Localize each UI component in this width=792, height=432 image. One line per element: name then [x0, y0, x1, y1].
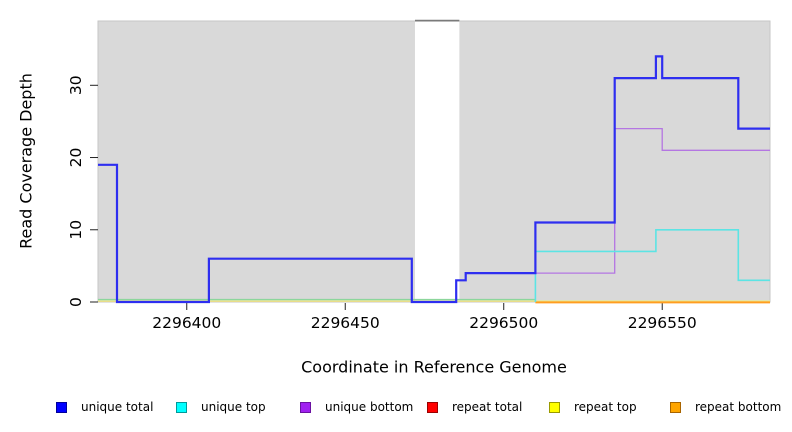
x-tick-label: 2296400	[152, 314, 221, 332]
legend-label-unique-bottom: unique bottom	[325, 400, 414, 414]
legend-item-repeat-bottom: repeat bottom	[670, 398, 781, 416]
legend-item-repeat-total: repeat total	[427, 398, 522, 416]
legend-item-repeat-top: repeat top	[549, 398, 637, 416]
x-axis-title: Coordinate in Reference Genome	[301, 357, 567, 377]
legend: unique total unique top unique bottom re…	[0, 398, 792, 418]
series-line-unique-total	[98, 55, 770, 304]
legend-swatch-unique-total	[56, 401, 67, 413]
x-tick-label: 2296500	[469, 314, 538, 332]
legend-item-unique-top: unique top	[176, 398, 266, 416]
legend-label-repeat-total: repeat total	[452, 400, 523, 414]
legend-swatch-unique-bottom	[300, 401, 311, 413]
legend-label-repeat-bottom: repeat bottom	[695, 400, 782, 414]
y-tick-label: 20	[67, 148, 85, 168]
legend-label-repeat-top: repeat top	[574, 400, 637, 414]
legend-swatch-repeat-top	[549, 401, 560, 413]
legend-label-unique-total: unique total	[81, 400, 154, 414]
legend-swatch-unique-top	[176, 401, 187, 413]
x-tick-label: 2296550	[628, 314, 697, 332]
y-tick-label: 30	[67, 75, 85, 95]
legend-item-unique-total: unique total	[56, 398, 153, 416]
masked-region	[414, 20, 460, 303]
legend-swatch-repeat-total	[427, 401, 438, 413]
legend-label-unique-top: unique top	[201, 400, 266, 414]
legend-item-unique-bottom: unique bottom	[300, 398, 413, 416]
y-axis-title: Read Coverage Depth	[16, 73, 36, 249]
series-line-unique-bottom	[535, 127, 770, 274]
y-tick-label: 0	[67, 297, 85, 307]
y-tick-label: 10	[67, 220, 85, 240]
legend-swatch-repeat-bottom	[670, 401, 681, 413]
x-tick-label: 2296450	[311, 314, 380, 332]
